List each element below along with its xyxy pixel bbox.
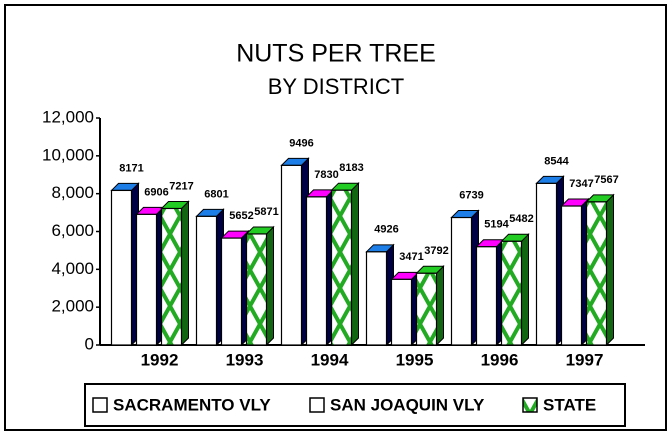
x-tick-label: 1997 xyxy=(566,350,604,369)
bar xyxy=(135,213,158,346)
legend-swatch xyxy=(522,397,538,413)
value-label: 9496 xyxy=(289,137,313,149)
legend-label: SAN JOAQUIN VLY xyxy=(330,395,485,414)
value-label: 7217 xyxy=(169,180,193,192)
bar xyxy=(500,240,523,346)
value-label: 8544 xyxy=(544,155,569,167)
legend-swatch xyxy=(309,397,325,413)
bar xyxy=(245,233,268,346)
bar xyxy=(365,251,388,346)
bar xyxy=(535,182,558,346)
bar xyxy=(305,196,328,346)
bar-side xyxy=(266,225,274,347)
value-label: 7567 xyxy=(594,174,618,186)
value-label: 7347 xyxy=(569,178,593,190)
x-tick-label: 1992 xyxy=(141,350,179,369)
bar xyxy=(220,237,243,346)
y-tick-label: 8,000 xyxy=(51,183,94,202)
x-tick-label: 1994 xyxy=(311,350,349,369)
bar xyxy=(390,278,413,346)
y-tick-label: 10,000 xyxy=(42,145,94,164)
x-tick-label: 1993 xyxy=(226,350,264,369)
bar-side xyxy=(351,181,359,347)
bar xyxy=(110,189,133,346)
bar xyxy=(195,215,218,346)
bar xyxy=(475,246,498,346)
y-tick-label: 4,000 xyxy=(51,259,94,278)
value-label: 5194 xyxy=(484,219,509,231)
value-label: 8183 xyxy=(339,162,363,174)
bar-side xyxy=(521,233,529,347)
legend-label: STATE xyxy=(543,395,596,414)
value-label: 6906 xyxy=(144,186,168,198)
bar xyxy=(330,189,353,346)
bar xyxy=(415,272,438,346)
y-tick-label: 6,000 xyxy=(51,221,94,240)
value-label: 8171 xyxy=(119,162,143,174)
value-label: 5482 xyxy=(509,213,533,225)
bar xyxy=(585,201,608,346)
chart-subtitle: BY DISTRICT xyxy=(268,74,405,99)
value-label: 7830 xyxy=(314,169,338,181)
bar xyxy=(280,164,303,346)
value-label: 6801 xyxy=(204,188,228,200)
value-label: 6739 xyxy=(459,189,483,201)
value-label: 3471 xyxy=(399,251,423,263)
bar xyxy=(450,216,473,346)
y-tick-label: 2,000 xyxy=(51,297,94,316)
x-tick-label: 1996 xyxy=(481,350,519,369)
bar xyxy=(160,207,183,346)
bar-side xyxy=(436,265,444,347)
y-tick-label: 12,000 xyxy=(42,107,94,126)
value-label: 4926 xyxy=(374,224,398,236)
value-label: 5871 xyxy=(254,206,278,218)
bar xyxy=(560,205,583,346)
legend-label: SACRAMENTO VLY xyxy=(113,395,271,414)
legend-swatch xyxy=(92,397,108,413)
bar-side xyxy=(181,200,189,347)
value-label: 5652 xyxy=(229,210,253,222)
bar-side xyxy=(606,193,614,347)
chart-title: NUTS PER TREE xyxy=(236,40,436,68)
x-tick-label: 1995 xyxy=(396,350,434,369)
y-tick-label: 0 xyxy=(85,334,94,353)
value-label: 3792 xyxy=(424,245,448,257)
